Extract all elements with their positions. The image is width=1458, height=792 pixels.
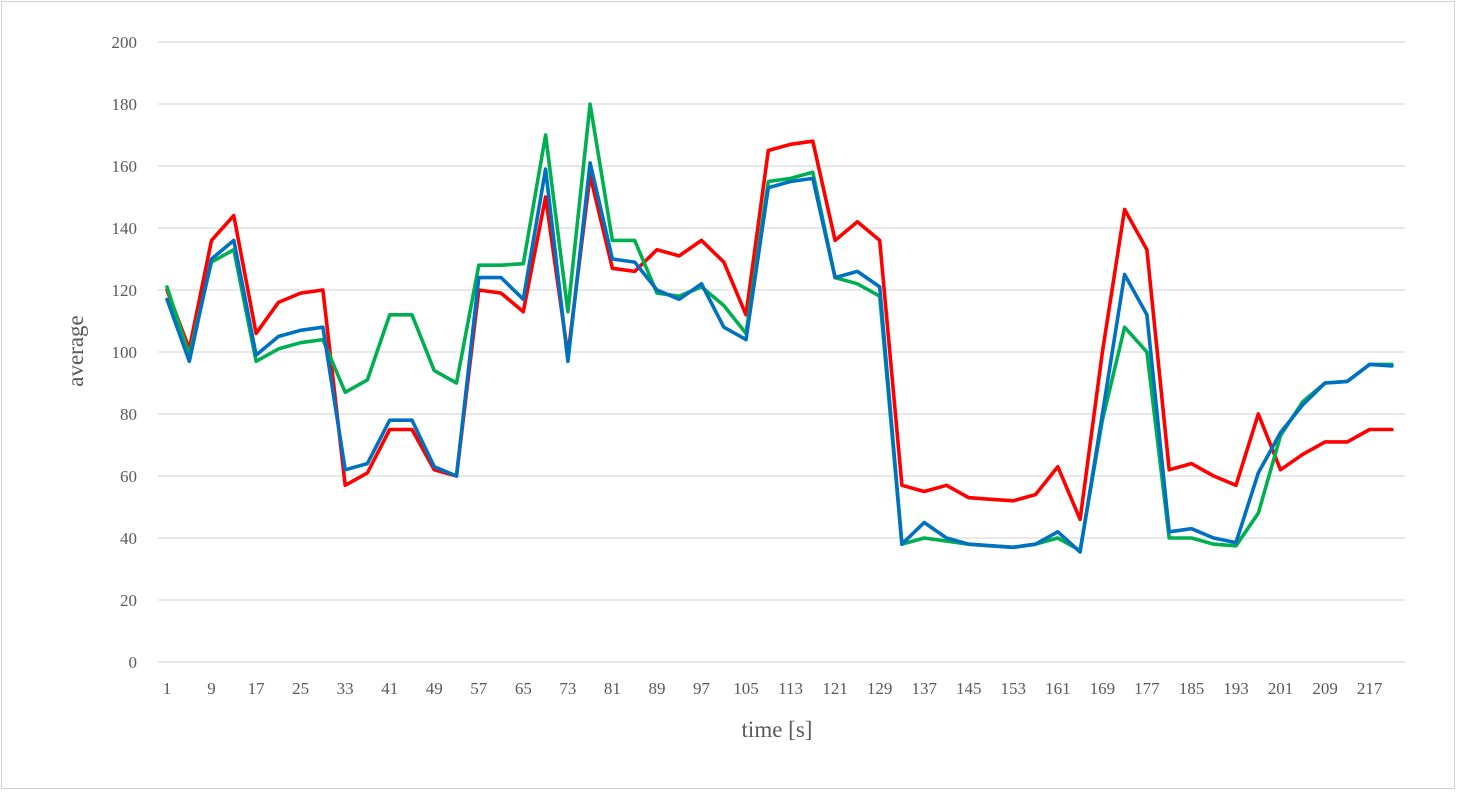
x-tick-label: 113	[778, 679, 803, 698]
x-tick-label: 201	[1268, 679, 1294, 698]
x-tick-label: 57	[470, 679, 488, 698]
x-tick-label: 1	[163, 679, 172, 698]
x-tick-label: 153	[1001, 679, 1027, 698]
y-tick-label: 140	[112, 219, 138, 238]
y-tick-label: 60	[120, 467, 137, 486]
y-tick-label: 40	[120, 529, 137, 548]
series-line-2	[165, 102, 1394, 553]
x-tick-label: 17	[248, 679, 266, 698]
y-tick-label: 100	[112, 343, 138, 362]
y-tick-label: 0	[129, 653, 138, 672]
x-tick-label: 137	[911, 679, 937, 698]
x-tick-label: 89	[648, 679, 665, 698]
x-tick-labels: 1 9 17 25 33 41 49 57 65 73 81 89 97 105 113 121 129 137 1…	[163, 679, 1383, 698]
y-tick-labels: 0 20 40 60 80 100 120 140 160 180 200	[112, 33, 138, 672]
series-line-3	[165, 161, 1394, 554]
y-tick-label: 80	[120, 405, 137, 424]
x-tick-label: 97	[693, 679, 711, 698]
x-tick-label: 193	[1223, 679, 1249, 698]
x-tick-label: 185	[1179, 679, 1205, 698]
x-tick-label: 129	[867, 679, 893, 698]
x-tick-label: 41	[381, 679, 398, 698]
x-tick-label: 105	[733, 679, 759, 698]
x-tick-label: 121	[822, 679, 848, 698]
x-tick-label: 81	[604, 679, 621, 698]
x-tick-label: 145	[956, 679, 982, 698]
y-tick-label: 20	[120, 591, 137, 610]
y-axis-title: average	[63, 315, 88, 387]
x-tick-label: 209	[1312, 679, 1338, 698]
y-tick-label: 180	[112, 95, 138, 114]
y-tick-label: 160	[112, 157, 138, 176]
x-tick-label: 161	[1045, 679, 1071, 698]
series-line-1	[165, 139, 1394, 522]
gridlines	[158, 41, 1405, 663]
x-tick-label: 169	[1090, 679, 1116, 698]
x-axis-title: time [s]	[742, 717, 813, 742]
x-tick-label: 9	[207, 679, 216, 698]
x-tick-label: 73	[559, 679, 576, 698]
y-tick-label: 120	[112, 281, 138, 300]
y-tick-label: 200	[112, 33, 138, 52]
x-tick-label: 177	[1134, 679, 1160, 698]
x-tick-label: 65	[515, 679, 532, 698]
x-tick-label: 217	[1357, 679, 1383, 698]
x-tick-label: 25	[292, 679, 309, 698]
x-tick-label: 49	[426, 679, 443, 698]
x-tick-label: 33	[337, 679, 354, 698]
series-lines	[165, 102, 1394, 554]
